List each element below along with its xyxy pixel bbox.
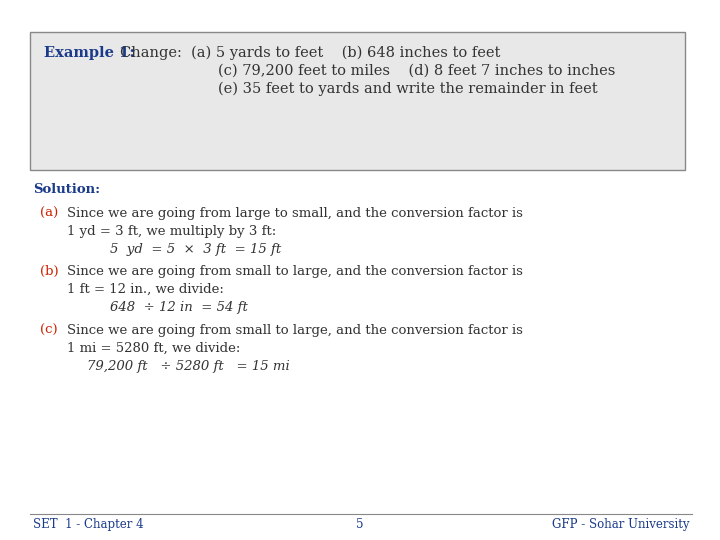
Text: (c) 79,200 feet to miles    (d) 8 feet 7 inches to inches: (c) 79,200 feet to miles (d) 8 feet 7 in… [218,64,616,78]
Text: 648  ÷ 12 in  = 54 ft: 648 ÷ 12 in = 54 ft [110,301,248,314]
Text: (a): (a) [40,207,58,220]
Text: 1 mi = 5280 ft, we divide:: 1 mi = 5280 ft, we divide: [67,342,240,355]
Text: Example 1:: Example 1: [44,46,135,60]
Text: Solution:: Solution: [33,183,100,196]
Text: (b): (b) [40,265,58,278]
Text: Since we are going from small to large, and the conversion factor is: Since we are going from small to large, … [67,324,523,337]
Text: Since we are going from large to small, and the conversion factor is: Since we are going from large to small, … [67,207,523,220]
FancyBboxPatch shape [30,32,685,170]
Text: SET  1 - Chapter 4: SET 1 - Chapter 4 [33,518,143,531]
Text: 5  yd  = 5  ×  3 ft  = 15 ft: 5 yd = 5 × 3 ft = 15 ft [110,243,282,256]
Text: 5: 5 [356,518,364,531]
Text: GFP - Sohar University: GFP - Sohar University [552,518,689,531]
Text: 1 yd = 3 ft, we multiply by 3 ft:: 1 yd = 3 ft, we multiply by 3 ft: [67,225,276,238]
Text: 1 ft = 12 in., we divide:: 1 ft = 12 in., we divide: [67,283,224,296]
Text: 79,200 ft   ÷ 5280 ft   = 15 mi: 79,200 ft ÷ 5280 ft = 15 mi [87,360,289,373]
Text: Since we are going from small to large, and the conversion factor is: Since we are going from small to large, … [67,265,523,278]
Text: (c): (c) [40,324,58,337]
Text: (e) 35 feet to yards and write the remainder in feet: (e) 35 feet to yards and write the remai… [218,82,598,97]
Text: Change:  (a) 5 yards to feet    (b) 648 inches to feet: Change: (a) 5 yards to feet (b) 648 inch… [120,46,500,60]
